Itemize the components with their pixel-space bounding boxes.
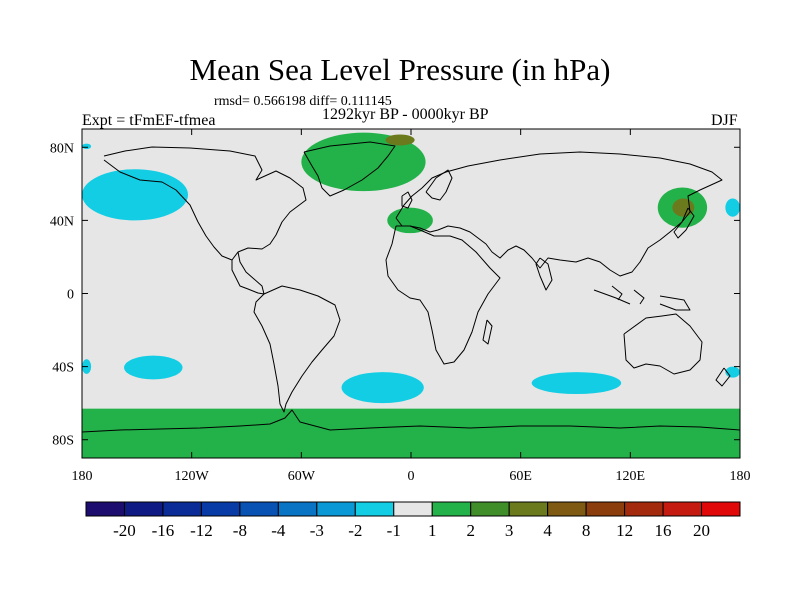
y-tick-label: 80S [52, 434, 74, 449]
colorbar-label: 12 [616, 521, 633, 540]
colorbar-label: 4 [543, 521, 552, 540]
colorbar-box [662, 501, 703, 517]
x-tick-label: 60E [509, 469, 532, 484]
coast-africa [385, 225, 501, 365]
y-tick-label: 40N [50, 214, 74, 229]
colorbar-box [701, 501, 741, 517]
coast-britain [401, 191, 413, 209]
coastlines [82, 141, 740, 433]
x-tick-label: 60W [288, 469, 316, 484]
colorbar-box [508, 501, 549, 517]
colorbar-label: -4 [271, 521, 286, 540]
x-tick-label: 180 [72, 469, 93, 484]
colorbar-box [316, 501, 356, 517]
season-label: DJF [711, 112, 738, 129]
colorbar-labels: -20 -16 -12 -8 -4 -3 -2 -1 1 2 3 4 8 12 16 20 [113, 521, 710, 540]
coast-madagascar [482, 319, 493, 345]
colorbar-label: -2 [348, 521, 362, 540]
colorbar-label: 1 [428, 521, 437, 540]
x-tick-label: 120W [175, 469, 210, 484]
x-tick-label: 0 [408, 469, 415, 484]
region-antarctic-high [82, 408, 740, 458]
colorbar-box [200, 501, 241, 517]
colorbar-box [585, 501, 626, 517]
colorbar-label: 3 [505, 521, 514, 540]
colorbar-label: 8 [582, 521, 591, 540]
coast-australia [623, 313, 703, 375]
colorbar-box [123, 501, 164, 517]
colorbar-box [354, 501, 395, 517]
plot-background [82, 129, 740, 458]
colorbar-box [547, 501, 587, 517]
coast-indonesia [593, 285, 691, 311]
region-south-pacific-low [124, 355, 183, 380]
coast-scandinavia [425, 169, 453, 201]
colorbar-box [470, 501, 510, 517]
region-arctic-high-core [385, 134, 415, 146]
colorbar-box [277, 501, 318, 517]
colorbar-label: -1 [387, 521, 401, 540]
colorbar-label: -16 [152, 521, 175, 540]
x-tick-label: 180 [730, 469, 751, 484]
colorbar-box [239, 501, 279, 517]
colorbar-label: 16 [655, 521, 672, 540]
coast-south-america [253, 285, 341, 413]
coast-north-america [103, 146, 307, 295]
colorbar-label: 2 [466, 521, 475, 540]
y-tick-label: 0 [67, 288, 74, 303]
coast-eurasia [395, 151, 723, 277]
coast-antarctica [82, 409, 740, 433]
colorbar-box [431, 501, 472, 517]
coast-greenland [303, 141, 396, 197]
colorbar-boxes [85, 501, 741, 517]
colorbar-box [85, 501, 125, 517]
coast-japan [673, 207, 695, 239]
coast-india [535, 257, 553, 291]
rmsd-diff-stats: rmsd= 0.566198 diff= 0.111145 [214, 94, 392, 109]
coast-new-zealand [715, 367, 731, 387]
y-tick-label: 40S [52, 361, 74, 376]
colorbar-label: -3 [310, 521, 324, 540]
region-indian-ocean-low [531, 372, 622, 395]
period-label: 1292kyr BP - 0000kyr BP [322, 106, 489, 123]
anomaly-regions [82, 132, 740, 458]
experiment-label: Expt = tFmEF-tfmea [82, 112, 216, 129]
x-axis: 180 120W 60W 0 60E 120E 180 [72, 129, 751, 484]
colorbar-label: -12 [190, 521, 213, 540]
colorbar-label: -8 [233, 521, 247, 540]
colorbar-box [393, 501, 433, 517]
region-east-pacific-low-north [725, 198, 740, 217]
colorbar-box [162, 501, 202, 517]
colorbar-label: -20 [113, 521, 136, 540]
x-tick-label: 120E [616, 469, 646, 484]
colorbar-label: 20 [693, 521, 710, 540]
chart-title: Mean Sea Level Pressure (in hPa) [189, 52, 611, 87]
y-tick-label: 80N [50, 141, 74, 156]
y-axis: 80N 40N 0 40S 80S [50, 141, 740, 449]
region-south-atlantic-low [341, 372, 424, 404]
colorbar-box [624, 501, 664, 517]
